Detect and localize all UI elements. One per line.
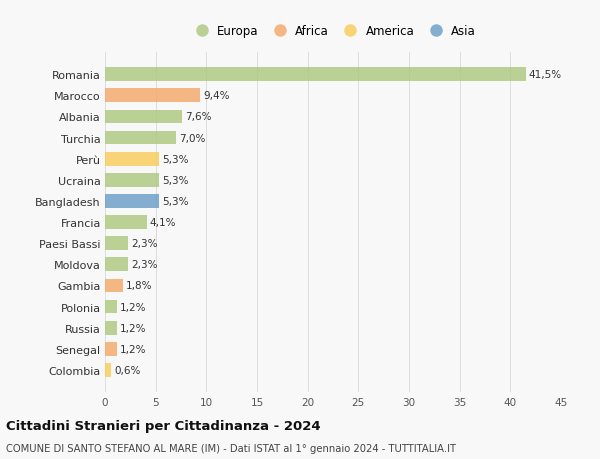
Bar — [105, 321, 117, 335]
Text: 7,6%: 7,6% — [185, 112, 212, 122]
Bar — [105, 342, 117, 356]
Bar — [105, 174, 159, 187]
Bar — [105, 68, 526, 82]
Text: 9,4%: 9,4% — [203, 91, 230, 101]
Text: 5,3%: 5,3% — [162, 154, 188, 164]
Text: 1,2%: 1,2% — [120, 344, 146, 354]
Bar — [105, 110, 182, 124]
Bar — [105, 195, 159, 208]
Text: 1,2%: 1,2% — [120, 302, 146, 312]
Text: 5,3%: 5,3% — [162, 196, 188, 207]
Bar — [105, 237, 128, 251]
Bar — [105, 152, 159, 166]
Bar — [105, 90, 200, 103]
Text: 1,8%: 1,8% — [126, 281, 153, 291]
Text: COMUNE DI SANTO STEFANO AL MARE (IM) - Dati ISTAT al 1° gennaio 2024 - TUTTITALI: COMUNE DI SANTO STEFANO AL MARE (IM) - D… — [6, 443, 456, 453]
Text: 7,0%: 7,0% — [179, 133, 205, 143]
Text: 41,5%: 41,5% — [529, 70, 562, 80]
Bar — [105, 279, 123, 293]
Text: 1,2%: 1,2% — [120, 323, 146, 333]
Text: 0,6%: 0,6% — [114, 365, 140, 375]
Text: 2,3%: 2,3% — [131, 239, 158, 249]
Bar — [105, 300, 117, 314]
Bar — [105, 258, 128, 272]
Bar — [105, 131, 176, 145]
Text: 2,3%: 2,3% — [131, 260, 158, 270]
Bar — [105, 216, 146, 230]
Text: Cittadini Stranieri per Cittadinanza - 2024: Cittadini Stranieri per Cittadinanza - 2… — [6, 419, 320, 432]
Legend: Europa, Africa, America, Asia: Europa, Africa, America, Asia — [190, 25, 476, 38]
Text: 5,3%: 5,3% — [162, 175, 188, 185]
Bar — [105, 364, 111, 377]
Text: 4,1%: 4,1% — [149, 218, 176, 228]
